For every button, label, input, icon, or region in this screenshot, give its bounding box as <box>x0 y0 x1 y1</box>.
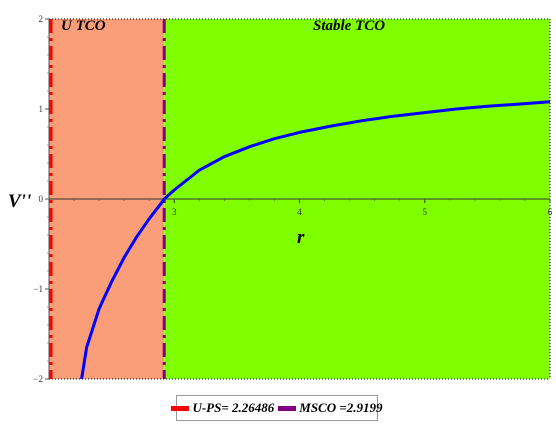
legend-label-msco: MSCO =2.9199 <box>299 400 383 415</box>
y-tick-label-3: 1 <box>39 104 44 114</box>
y-tick-label-2: 0 <box>39 194 44 204</box>
series-layer <box>80 100 551 380</box>
x-tick-label-0: 3 <box>172 207 177 217</box>
legend-swatch-ups <box>171 405 190 411</box>
y-tick-label-1: −1 <box>33 284 43 294</box>
x-tick-label-1: 4 <box>297 207 302 217</box>
axes: −2 −1 0 1 2 3 4 5 6 <box>33 14 552 384</box>
x-tick-label-3: 6 <box>548 207 553 217</box>
legend-label-ups: U-PS= 2.26486 <box>192 400 275 415</box>
legend-item-ups: U-PS= 2.26486 <box>171 400 274 416</box>
x-axis-label: r <box>297 227 305 248</box>
vertical-lines <box>49 19 166 379</box>
series-line-0 <box>80 100 551 380</box>
labels-layer: U TCO Stable TCO <box>61 18 385 34</box>
legend-item-msco: MSCO =2.9199 <box>278 400 383 416</box>
y-tick-label-4: 2 <box>39 14 44 24</box>
region-label-unstable: U TCO <box>61 18 106 34</box>
legend: U-PS= 2.26486 MSCO =2.9199 <box>171 395 383 421</box>
x-tick-label-2: 5 <box>423 207 428 217</box>
y-tick-label-0: −2 <box>33 374 43 384</box>
y-axis-label: V'' <box>8 191 31 212</box>
legend-swatch-msco <box>278 405 297 411</box>
region-label-stable: Stable TCO <box>313 18 385 34</box>
